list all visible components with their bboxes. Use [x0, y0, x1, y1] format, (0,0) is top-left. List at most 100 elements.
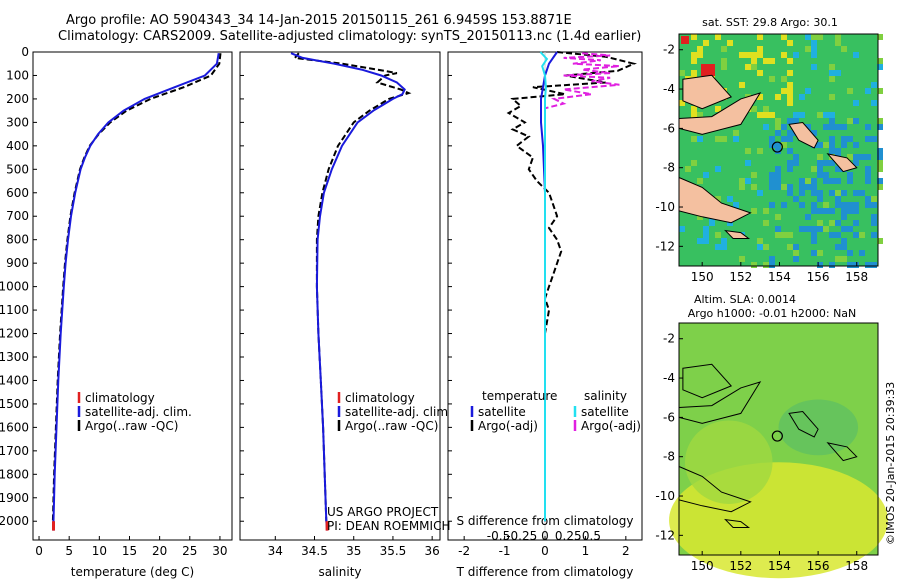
sla-blob	[778, 399, 859, 456]
sst-cell	[787, 190, 793, 196]
sst-cell	[757, 70, 763, 76]
sst-cell	[811, 184, 817, 190]
sst-cell	[811, 166, 817, 172]
sst-cell	[793, 250, 799, 256]
sst-cell	[697, 238, 703, 244]
sst-cell	[787, 58, 793, 64]
sst-cell	[817, 154, 823, 160]
sst-cell	[859, 250, 865, 256]
sst-cell	[835, 190, 841, 196]
sst-cell	[679, 226, 685, 232]
sst-cell	[757, 112, 763, 118]
sst-cell	[859, 232, 865, 238]
sst-cell	[835, 256, 841, 262]
sst-cell	[751, 52, 757, 58]
sst-cell	[679, 100, 685, 106]
salinity-xlabel: salinity	[318, 565, 361, 579]
sst-cell	[817, 250, 823, 256]
sst-cell	[865, 202, 871, 208]
sst-cell	[757, 94, 763, 100]
depth-tick-label: 1400	[0, 373, 29, 387]
difference-t-axis-tick-label: -2	[458, 544, 470, 558]
sst-cell	[751, 262, 757, 268]
sst-cell	[787, 166, 793, 172]
sst-cell	[877, 184, 883, 190]
salinity-panel-frame	[239, 51, 441, 541]
sla-lon-tick-label: 150	[691, 559, 714, 573]
sst-cell	[811, 52, 817, 58]
sst-cell	[823, 226, 829, 232]
sst-cell	[829, 160, 835, 166]
sst-cell	[775, 94, 781, 100]
depth-tick-label: 1700	[0, 444, 29, 458]
sst-cell	[853, 100, 859, 106]
sst-cell	[691, 34, 697, 40]
sst-cell	[817, 226, 823, 232]
sst-cell	[769, 256, 775, 262]
sst-cell	[793, 112, 799, 118]
sst-cell	[865, 166, 871, 172]
sst-cell	[877, 64, 883, 70]
sst-cell	[877, 148, 883, 154]
difference-legend-t-satellite-label: satellite	[478, 405, 526, 419]
sla-landmass	[682, 363, 733, 399]
sst-cell	[847, 136, 853, 142]
sst-cell	[811, 40, 817, 46]
sst-cell	[691, 70, 697, 76]
sla-landmass	[788, 410, 819, 438]
sst-cell	[811, 202, 817, 208]
sst-cell	[793, 196, 799, 202]
sst-cell	[841, 214, 847, 220]
sst-cell	[835, 148, 841, 154]
sst-cell	[757, 238, 763, 244]
sst-cell	[775, 166, 781, 172]
sst-cell	[691, 52, 697, 58]
difference-t-axis-tick-label: 2	[622, 544, 630, 558]
sst-cell	[835, 40, 841, 46]
sst-cell	[853, 232, 859, 238]
sst-cell	[823, 202, 829, 208]
sst-cell	[793, 118, 799, 124]
sst-cell	[871, 232, 877, 238]
sst-cell	[853, 118, 859, 124]
sst-cell	[847, 88, 853, 94]
sst-cell	[829, 262, 835, 268]
sst-cell	[799, 202, 805, 208]
sst-cell	[835, 70, 841, 76]
sst-cell	[853, 202, 859, 208]
sst-landmass	[788, 121, 819, 149]
sst-cell	[763, 124, 769, 130]
salinity-legend-climatology-label: climatology	[345, 391, 415, 405]
sst-cell	[799, 178, 805, 184]
sst-cell	[757, 34, 763, 40]
sst-cell	[769, 136, 775, 142]
difference-t-xlabel: T difference from climatology	[456, 565, 634, 579]
imos-watermark: ©IMOS 20-Jan-2015 20:39:33	[884, 382, 897, 545]
salinity-xaxis-tick-label: 36	[425, 544, 440, 558]
sst-cell	[817, 34, 823, 40]
sst-cell	[805, 124, 811, 130]
sst-cell	[823, 124, 829, 130]
depth-tick-label: 2000	[0, 514, 29, 528]
depth-tick-label: 100	[6, 68, 29, 82]
sst-cell	[841, 238, 847, 244]
sst-cell	[847, 118, 853, 124]
sst-cell	[811, 190, 817, 196]
sst-cell	[841, 190, 847, 196]
sst-cell	[823, 178, 829, 184]
sst-cell	[829, 118, 835, 124]
sst-cell	[811, 178, 817, 184]
sst-landmass	[826, 153, 858, 173]
sst-cell	[829, 124, 835, 130]
sst-cell	[769, 76, 775, 82]
sla-landmass	[826, 442, 858, 462]
sst-argo-marker	[771, 141, 783, 153]
sst-cell	[811, 46, 817, 52]
depth-tick-label: 900	[6, 256, 29, 270]
sla-map-title-line2: Argo h1000: -0.01 h2000: NaN	[688, 307, 857, 320]
sst-cell	[847, 262, 853, 268]
sst-cell	[775, 142, 781, 148]
sst-cell	[871, 82, 877, 88]
sst-cell	[787, 94, 793, 100]
sst-cell	[745, 160, 751, 166]
